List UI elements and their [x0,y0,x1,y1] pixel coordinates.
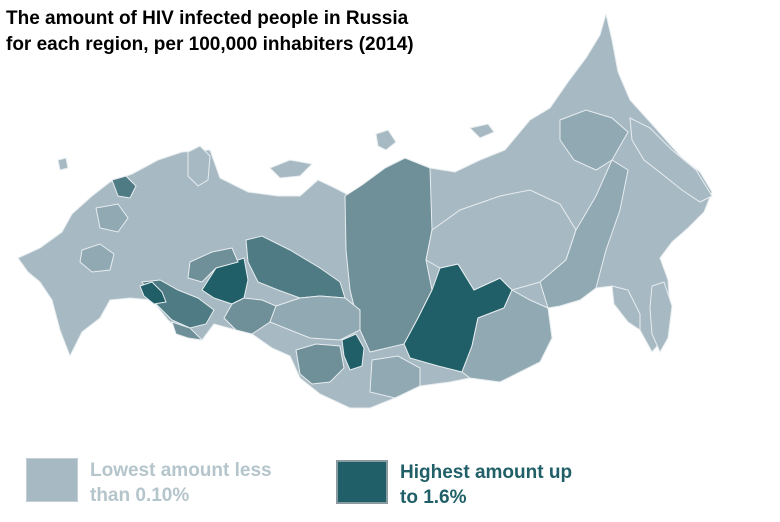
legend-label-high: Highest amount up to 1.6% [400,462,573,508]
region-leningrad [95,203,129,233]
region-murmansk [111,175,137,199]
legend-label-low: Lowest amount less than 0.10% [90,460,272,506]
region-ulyanovsk [139,281,167,305]
region-magadan [559,109,629,171]
map-title: The amount of HIV infected people in Rus… [6,6,414,58]
legend-swatch-low [26,458,78,502]
region-novosibirsk [269,295,361,341]
region-primorye [611,285,641,331]
region-orenburg [171,321,204,341]
region-kamchatka [629,117,713,203]
region-moscow [79,243,115,273]
legend-item-lowest: Lowest amount less than 0.10% [26,458,272,508]
region-kaliningrad [57,157,69,171]
legend-swatch-high [336,460,388,504]
region-perm [187,247,239,283]
region-novaya-zemlya [187,145,211,187]
title-line-2: for each region, per 100,000 inhabiters … [6,34,414,55]
region-altai [295,343,345,385]
title-line-1: The amount of HIV infected people in Rus… [6,8,409,29]
region-arctic-islands [269,123,495,179]
region-kemerovo [341,333,365,371]
region-sakhalin [649,281,673,354]
legend-item-highest: Highest amount up to 1.6% [336,460,572,510]
region-tuva [369,355,421,399]
